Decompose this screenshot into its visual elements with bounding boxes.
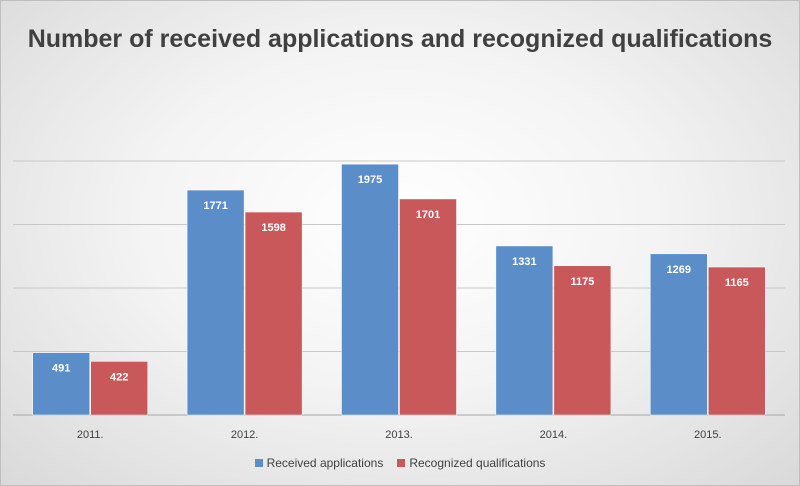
bar bbox=[341, 163, 399, 416]
x-tick-label: 2012. bbox=[231, 429, 259, 441]
bar bbox=[399, 198, 457, 416]
legend-item-received: Received applications bbox=[254, 456, 384, 470]
data-label: 1331 bbox=[512, 256, 536, 268]
bar bbox=[90, 361, 148, 416]
data-label: 1771 bbox=[203, 200, 227, 212]
data-label: 1175 bbox=[570, 276, 594, 288]
legend: Received applications Recognized qualifi… bbox=[1, 456, 799, 470]
data-label: 1975 bbox=[358, 174, 382, 186]
legend-label-received: Received applications bbox=[266, 456, 384, 470]
bar bbox=[32, 352, 90, 416]
chart-title-text: Number of received applications and reco… bbox=[27, 25, 773, 53]
x-tick-label: 2011. bbox=[77, 429, 104, 441]
data-label: 1598 bbox=[261, 222, 285, 234]
legend-label-recognized: Recognized qualifications bbox=[409, 456, 546, 470]
data-label: 1701 bbox=[416, 209, 440, 221]
bar bbox=[650, 253, 708, 416]
legend-item-recognized: Recognized qualifications bbox=[397, 456, 545, 470]
data-label: 1165 bbox=[725, 277, 749, 289]
x-tick-label: 2014. bbox=[540, 429, 568, 441]
x-tick-label: 2013. bbox=[385, 429, 413, 441]
chart-title: Number of received applications and reco… bbox=[1, 23, 799, 56]
bar bbox=[708, 266, 766, 416]
legend-swatch-recognized bbox=[397, 459, 406, 467]
legend-swatch-received bbox=[254, 459, 263, 467]
data-label: 422 bbox=[110, 371, 128, 383]
bar bbox=[186, 189, 245, 416]
bar bbox=[244, 211, 303, 416]
x-tick-label: 2015. bbox=[694, 429, 722, 441]
data-label: 1269 bbox=[667, 264, 691, 276]
bar bbox=[495, 245, 554, 416]
data-label: 491 bbox=[52, 363, 70, 375]
bar bbox=[553, 265, 612, 416]
